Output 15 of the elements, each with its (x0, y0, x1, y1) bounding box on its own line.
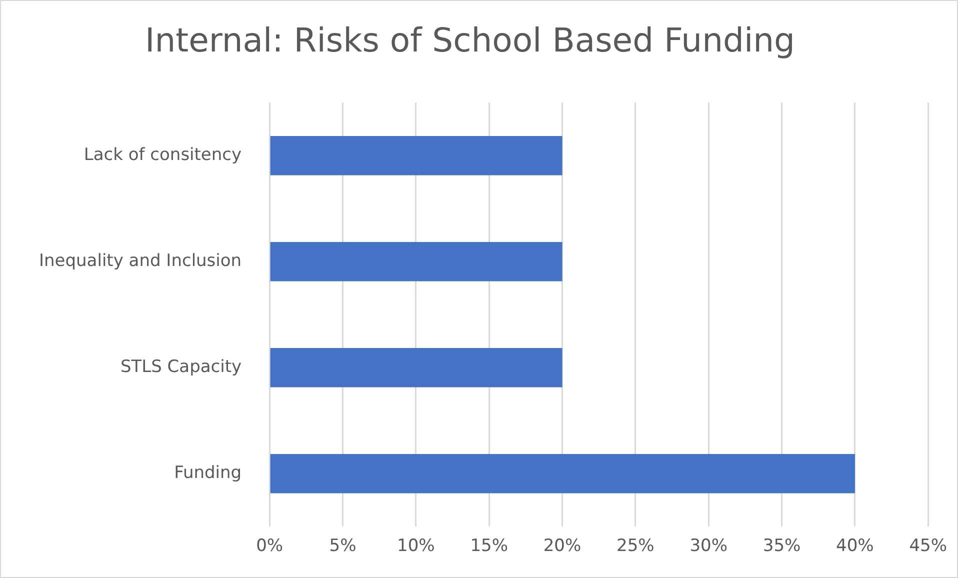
x-tick-label: 25% (616, 536, 654, 556)
x-tick-label: 5% (329, 536, 356, 556)
x-tick-label: 35% (762, 536, 801, 556)
y-tick-label: STLS Capacity (120, 357, 242, 378)
x-tick-label: 30% (690, 536, 728, 556)
x-tick-label: 0% (256, 536, 284, 556)
y-tick-label: Lack of consitency (84, 145, 242, 166)
x-tick-label: 40% (836, 536, 874, 556)
x-tick-label: 45% (909, 536, 948, 556)
y-tick-label: Funding (174, 463, 242, 484)
y-tick-label: Inequality and Inclusion (38, 251, 242, 272)
chart-title: Internal: Risks of School Based Funding (145, 20, 795, 60)
x-tick-label: 20% (543, 536, 582, 556)
x-tick-label: 15% (470, 536, 508, 556)
x-tick-label: 10% (397, 536, 435, 556)
